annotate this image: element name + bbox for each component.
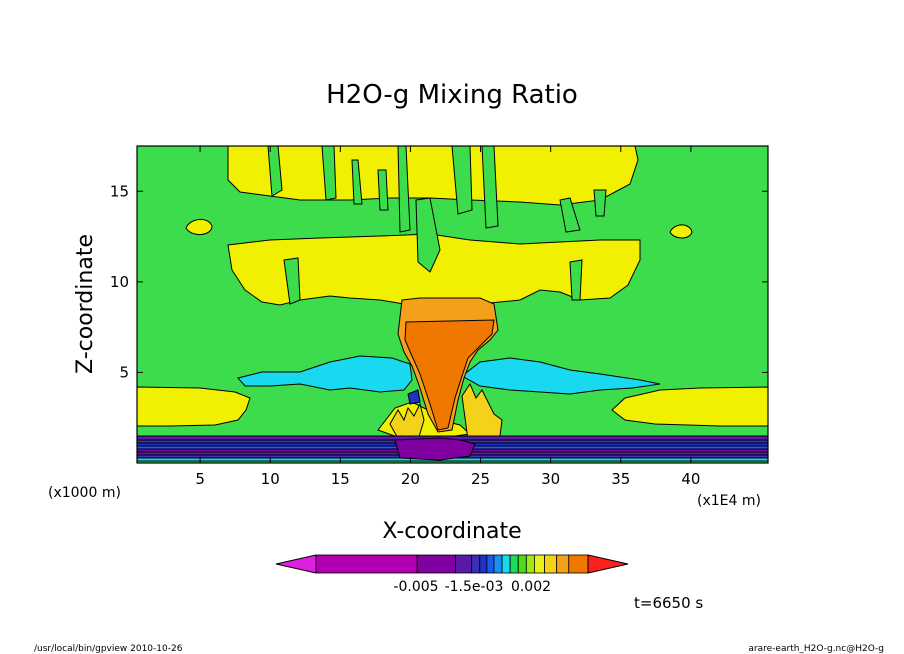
colorbar-right-arrow [587,554,629,574]
x-tick-label: 30 [541,470,560,488]
time-label: t=6650 s [634,594,703,612]
colorbar-segment [486,554,495,574]
y-tick-label: 10 [110,273,129,291]
y-tick-label: 5 [119,363,129,381]
colorbar-segment [517,554,527,574]
colorbar-segment [493,554,503,574]
plot-frame [136,145,769,464]
colorbar-segment [556,554,570,574]
y-axis: 5 10 15 [110,182,768,381]
left-low-yellow [137,386,251,427]
footer-right: arare-earth_H2O-g.nc@H2O-g [748,644,884,654]
x-axis-label: X-coordinate [382,519,521,544]
colorbar-segment [568,554,589,574]
colorbar-segment [501,554,511,574]
colorbar-segment [315,554,418,574]
colorbar-tick-label: -1.5e-03 [445,579,504,595]
upper-yellow-band [227,146,639,206]
x-tick-label: 35 [611,470,630,488]
colorbar-segment [525,554,535,574]
chart-title: H2O-g Mixing Ratio [326,80,578,110]
colorbar: -0.005 -1.5e-03 0.002 [275,554,629,595]
colorbar-left-arrow [275,554,317,574]
x-axis: 5 10 15 20 25 30 35 40 [195,146,700,488]
cyan-layer [237,355,661,395]
y-axis-label: Z-coordinate [73,234,98,374]
colorbar-segment [455,554,473,574]
x-tick-label: 15 [331,470,350,488]
x-tick-label: 40 [681,470,700,488]
x-unit-note: (x1E4 m) [697,493,761,509]
colorbar-segment [509,554,519,574]
x-tick-label: 25 [471,470,490,488]
colorbar-segment [479,554,488,574]
right-low-yellow [611,386,768,427]
footer-left: /usr/local/bin/gpview 2010-10-26 [34,644,183,654]
x-tick-label: 20 [401,470,420,488]
left-yellow-blob [185,219,213,235]
convective-tower [397,297,499,433]
x-tick-label: 5 [195,470,205,488]
colorbar-segment [534,554,545,574]
colorbar-segment [544,554,558,574]
colorbar-tick-label: -0.005 [393,579,438,595]
x-tick-label: 10 [261,470,280,488]
y-unit-note: (x1000 m) [48,485,121,501]
right-yellow-blob [669,224,693,239]
surface-bands [137,435,768,463]
green-streaks [267,146,607,305]
colorbar-segment [471,554,481,574]
plot-area [137,146,768,463]
colorbar-tick-label: 0.002 [511,579,551,595]
y-tick-label: 15 [110,182,129,200]
colorbar-segment [416,554,456,574]
